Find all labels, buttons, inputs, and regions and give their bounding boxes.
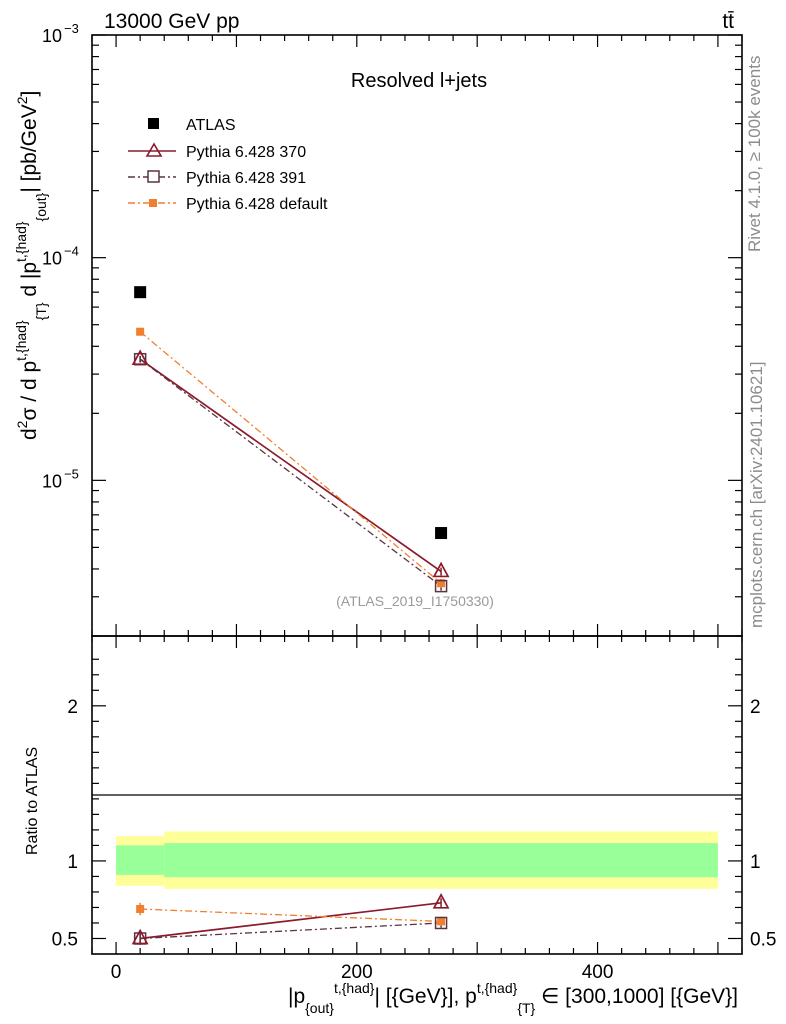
ratio-y-axis-label: Ratio to ATLAS	[24, 747, 41, 855]
main-y-axis-label: d2σ / d pt,{had}{T} d |pt,{had}{out}| [p…	[13, 91, 49, 440]
ratio-line-pdefault	[140, 908, 442, 923]
ratio-y-tick-label-right: 2	[750, 697, 761, 718]
main-panel: Resolved l+jets (ATLAS_2019_I1750330) 10…	[13, 21, 743, 637]
ratio-y-tick-label-right: 1	[750, 852, 761, 873]
main-line-p391	[139, 358, 442, 587]
ratio-y-tick-label-left: 1	[67, 852, 78, 873]
ratio-y-tick-labels: 0.5 0.5 1 1 2 2	[52, 697, 777, 951]
legend-label-atlas: ATLAS	[186, 117, 236, 134]
uncertainty-band-inner	[164, 843, 718, 878]
main-x-ticks	[91, 35, 743, 636]
legend-marker-atlas	[148, 118, 159, 129]
y-tick-exponent: −5	[64, 466, 79, 481]
ratio-point-pdefault	[136, 905, 145, 914]
ratio-y-tick-label-left: 0.5	[52, 929, 78, 950]
ratio-y-tick-label-left: 2	[67, 697, 78, 718]
main-point-pdefault	[136, 327, 145, 336]
ratio-point-p391	[434, 916, 448, 930]
energy-label: 13000 GeV pp	[104, 10, 239, 33]
legend-entry-atlas: ATLAS	[148, 117, 236, 134]
x-tick-label: 400	[582, 962, 614, 983]
main-title: Resolved l+jets	[351, 70, 487, 92]
main-point-p370	[131, 349, 149, 366]
ratio-line-p370	[140, 901, 442, 940]
main-point-atlas	[435, 527, 448, 540]
main-y-tick-labels: 10−510−410−3	[42, 21, 79, 491]
y-tick-label: 10	[42, 471, 62, 491]
legend-entry-p370: Pythia 6.428 370	[128, 142, 306, 161]
ratio-point-p370	[131, 928, 149, 945]
main-point-p391	[434, 579, 448, 593]
ratio-line-p391	[140, 922, 442, 940]
legend-label-p370: Pythia 6.428 370	[186, 144, 306, 161]
main-point-pdefault	[437, 579, 446, 588]
legend-label-p391: Pythia 6.428 391	[186, 170, 306, 187]
ratio-frame	[91, 635, 743, 955]
legend-entry-pdefault: Pythia 6.428 default	[128, 196, 328, 213]
y-tick-label: 10	[42, 249, 62, 269]
ratio-panel: Ratio to ATLAS 0.5 0.5 1 1 2 2 0 200 400 |p{out…	[24, 635, 777, 1016]
ratio-x-tick-labels: 0 200 400	[111, 962, 614, 983]
legend: ATLAS Pythia 6.428 370 Pythia 6.428 391 …	[128, 117, 328, 213]
y-tick-label: 10	[42, 26, 62, 46]
ratio-y-tick-label-right: 0.5	[750, 929, 776, 950]
ratio-ticks	[91, 636, 743, 954]
uncertainty-band-inner	[116, 845, 165, 875]
legend-marker-p391	[147, 170, 160, 183]
main-point-p370	[432, 561, 450, 578]
x-axis-label: |p{out}t,{had}| [{GeV}], pt,{had}{T} ∈ […	[288, 980, 738, 1016]
rivet-version-label: Rivet 4.1.0, ≥ 100k events	[745, 56, 764, 252]
mcplots-label: mcplots.cern.ch [arXiv:2401.10621]	[747, 362, 766, 628]
legend-entry-p391: Pythia 6.428 391	[128, 170, 306, 187]
x-tick-label: 0	[111, 962, 122, 983]
ratio-point-pdefault	[437, 917, 446, 926]
legend-marker-p370	[145, 142, 163, 157]
ratio-point-p370	[432, 893, 450, 909]
x-tick-label: 200	[341, 962, 373, 983]
main-series	[131, 286, 450, 593]
y-tick-exponent: −4	[64, 244, 79, 259]
main-line-pdefault	[139, 331, 442, 584]
main-point-atlas	[134, 286, 147, 299]
process-label: tt̄	[722, 10, 734, 33]
main-y-ticks	[92, 34, 742, 637]
main-line-p370	[139, 358, 442, 573]
ratio-bands	[116, 831, 718, 889]
legend-marker-pdefault	[149, 199, 157, 207]
legend-label-pdefault: Pythia 6.428 default	[186, 196, 328, 213]
y-tick-exponent: −3	[64, 21, 79, 36]
ratio-series	[131, 893, 450, 945]
analysis-id-label: (ATLAS_2019_I1750330)	[336, 593, 494, 609]
